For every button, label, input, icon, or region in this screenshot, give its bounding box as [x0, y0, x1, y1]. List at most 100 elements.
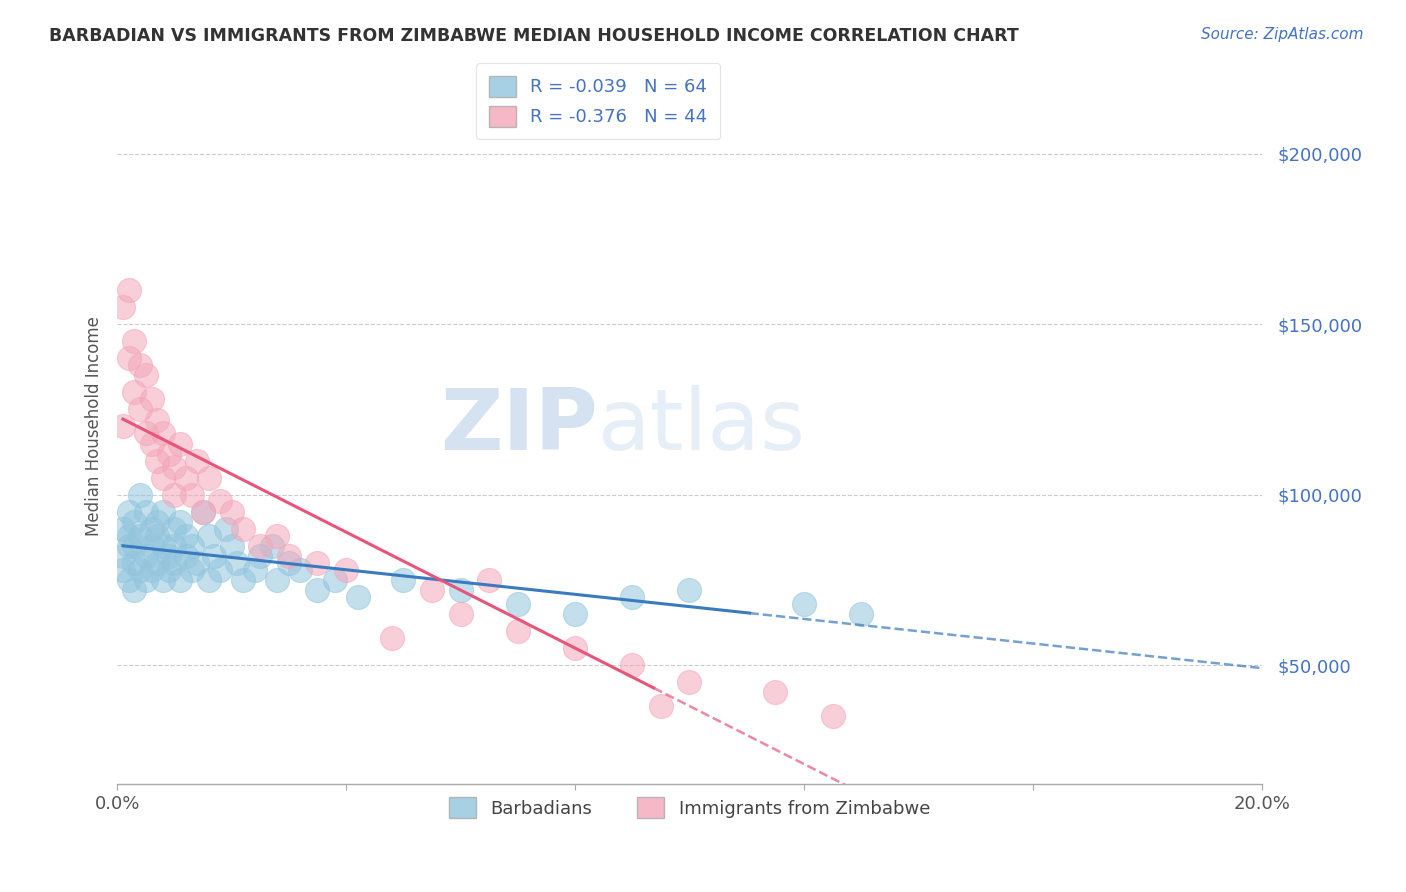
Point: [197, 528, 219, 542]
Point: [215, 522, 238, 536]
Point: [221, 539, 243, 553]
Point: [111, 419, 134, 434]
Point: [506, 624, 529, 638]
Point: [124, 515, 146, 529]
Point: [849, 607, 872, 621]
Point: [392, 573, 415, 587]
Point: [163, 488, 186, 502]
Point: [146, 515, 169, 529]
Point: [564, 607, 586, 621]
Point: [420, 583, 443, 598]
Point: [135, 549, 157, 563]
Point: [111, 522, 134, 536]
Point: [117, 505, 139, 519]
Y-axis label: Median Household Income: Median Household Income: [86, 317, 103, 536]
Point: [157, 549, 180, 563]
Point: [163, 460, 186, 475]
Point: [163, 522, 186, 536]
Point: [650, 699, 672, 714]
Point: [186, 453, 208, 467]
Point: [621, 590, 644, 604]
Point: [335, 563, 357, 577]
Point: [564, 641, 586, 656]
Point: [135, 426, 157, 441]
Point: [346, 590, 368, 604]
Point: [266, 528, 288, 542]
Point: [174, 470, 197, 484]
Point: [678, 675, 700, 690]
Point: [124, 556, 146, 570]
Point: [129, 402, 152, 417]
Point: [152, 470, 174, 484]
Legend: Barbadians, Immigrants from Zimbabwe: Barbadians, Immigrants from Zimbabwe: [441, 790, 938, 825]
Point: [111, 549, 134, 563]
Text: BARBADIAN VS IMMIGRANTS FROM ZIMBABWE MEDIAN HOUSEHOLD INCOME CORRELATION CHART: BARBADIAN VS IMMIGRANTS FROM ZIMBABWE ME…: [49, 27, 1019, 45]
Point: [124, 539, 146, 553]
Point: [821, 709, 844, 723]
Point: [180, 488, 202, 502]
Point: [117, 539, 139, 553]
Point: [146, 528, 169, 542]
Point: [141, 392, 163, 407]
Point: [152, 426, 174, 441]
Point: [793, 597, 815, 611]
Point: [232, 573, 254, 587]
Point: [141, 563, 163, 577]
Point: [478, 573, 501, 587]
Point: [243, 563, 266, 577]
Point: [169, 436, 191, 450]
Point: [124, 334, 146, 349]
Point: [141, 522, 163, 536]
Point: [146, 556, 169, 570]
Point: [152, 573, 174, 587]
Point: [135, 573, 157, 587]
Point: [678, 583, 700, 598]
Point: [111, 300, 134, 314]
Point: [152, 505, 174, 519]
Point: [146, 453, 169, 467]
Point: [141, 539, 163, 553]
Point: [129, 563, 152, 577]
Point: [249, 549, 271, 563]
Point: [146, 412, 169, 426]
Point: [163, 556, 186, 570]
Point: [290, 563, 312, 577]
Point: [180, 563, 202, 577]
Point: [450, 607, 472, 621]
Point: [117, 573, 139, 587]
Point: [191, 505, 214, 519]
Point: [209, 494, 232, 508]
Text: ZIP: ZIP: [440, 385, 598, 468]
Point: [169, 515, 191, 529]
Point: [277, 556, 299, 570]
Point: [323, 573, 346, 587]
Point: [124, 583, 146, 598]
Point: [450, 583, 472, 598]
Point: [180, 539, 202, 553]
Point: [260, 539, 283, 553]
Point: [157, 447, 180, 461]
Point: [174, 528, 197, 542]
Point: [135, 505, 157, 519]
Point: [117, 528, 139, 542]
Point: [226, 556, 249, 570]
Text: Source: ZipAtlas.com: Source: ZipAtlas.com: [1201, 27, 1364, 42]
Point: [152, 539, 174, 553]
Point: [232, 522, 254, 536]
Point: [209, 563, 232, 577]
Point: [266, 573, 288, 587]
Point: [204, 549, 226, 563]
Point: [307, 556, 329, 570]
Point: [186, 556, 208, 570]
Point: [197, 573, 219, 587]
Point: [111, 563, 134, 577]
Point: [117, 283, 139, 297]
Point: [169, 573, 191, 587]
Point: [129, 528, 152, 542]
Point: [174, 549, 197, 563]
Point: [124, 385, 146, 400]
Point: [191, 505, 214, 519]
Point: [221, 505, 243, 519]
Point: [249, 539, 271, 553]
Point: [763, 685, 786, 699]
